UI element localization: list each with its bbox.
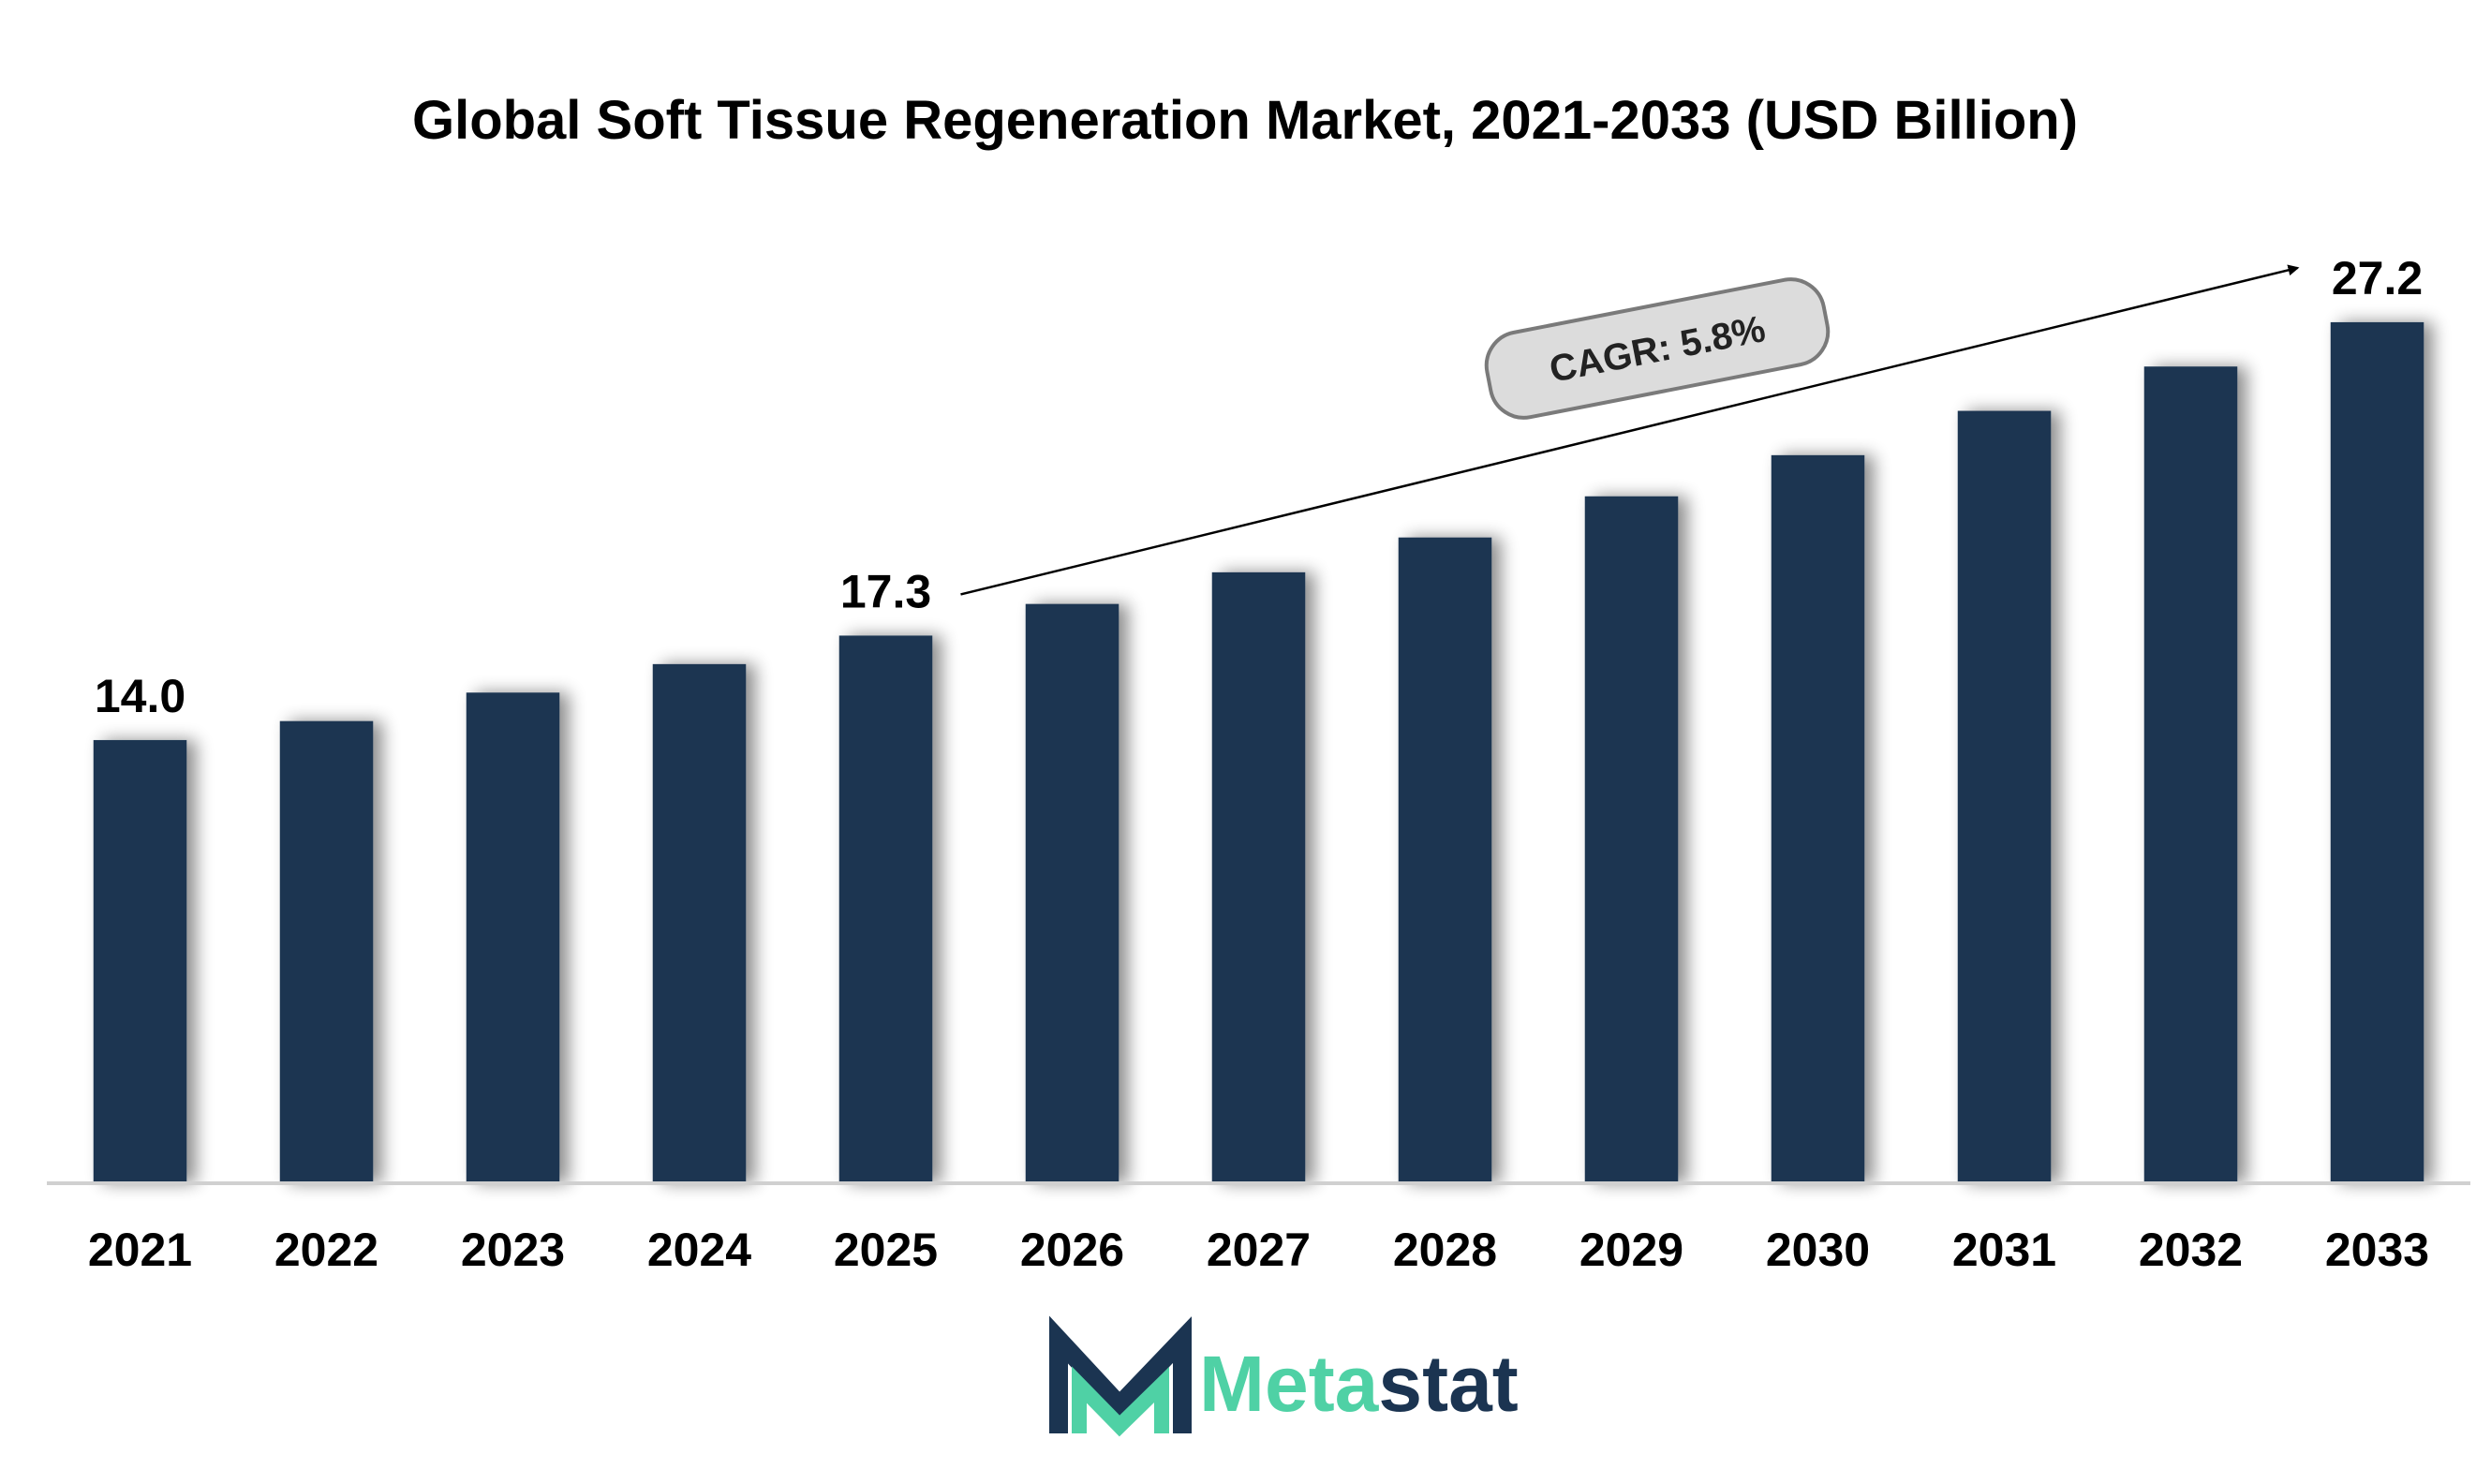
bar-2030	[1771, 454, 1865, 1183]
bar-2026	[1025, 603, 1119, 1183]
data-label-2021: 14.0	[95, 670, 185, 722]
bar-2023	[466, 692, 560, 1183]
bar-2031	[1957, 410, 2052, 1183]
data-label-2025: 17.3	[840, 565, 931, 617]
bar-series	[93, 321, 2424, 1183]
bar-2021	[93, 739, 187, 1183]
x-tick-label-2024: 2024	[647, 1224, 751, 1276]
bar-2025	[838, 635, 933, 1183]
bar-2028	[1398, 537, 1492, 1183]
data-label-2033: 27.2	[2332, 252, 2423, 304]
metastat-logo: Metastat	[1049, 1315, 1519, 1437]
chart-title: Global Soft Tissue Regeneration Market, …	[412, 90, 2078, 151]
x-axis-tick-labels: 2021 2022 2023 2024 2025 2026 2027 2028 2029 2030…	[88, 1224, 2429, 1276]
x-tick-label-2032: 2032	[2139, 1224, 2243, 1276]
x-tick-label-2029: 2029	[1579, 1224, 1683, 1276]
metastat-logo-icon	[1049, 1315, 1192, 1437]
logo-text-stat: stat	[1378, 1340, 1518, 1428]
x-tick-label-2023: 2023	[461, 1224, 565, 1276]
x-tick-label-2030: 2030	[1766, 1224, 1870, 1276]
bar-2032	[2143, 366, 2238, 1183]
x-tick-label-2022: 2022	[274, 1224, 378, 1276]
bar-2024	[652, 663, 747, 1183]
bar-2033	[2330, 321, 2424, 1183]
x-tick-label-2027: 2027	[1207, 1224, 1311, 1276]
metastat-logo-wordmark: Metastat	[1199, 1340, 1519, 1428]
cagr-trend-arrow	[960, 264, 2300, 596]
x-tick-label-2031: 2031	[1952, 1224, 2056, 1276]
x-tick-label-2028: 2028	[1393, 1224, 1497, 1276]
data-labels: 14.0 17.3 27.2	[95, 252, 2423, 722]
x-tick-label-2021: 2021	[88, 1224, 192, 1276]
bar-2029	[1584, 496, 1679, 1183]
logo-text-meta: Meta	[1199, 1340, 1380, 1428]
x-tick-label-2025: 2025	[834, 1224, 938, 1276]
cagr-badge: CAGR: 5.8%	[1484, 277, 1831, 420]
x-tick-label-2033: 2033	[2325, 1224, 2429, 1276]
bar-2022	[279, 720, 374, 1183]
bar-2027	[1211, 571, 1306, 1183]
x-tick-label-2026: 2026	[1020, 1224, 1124, 1276]
